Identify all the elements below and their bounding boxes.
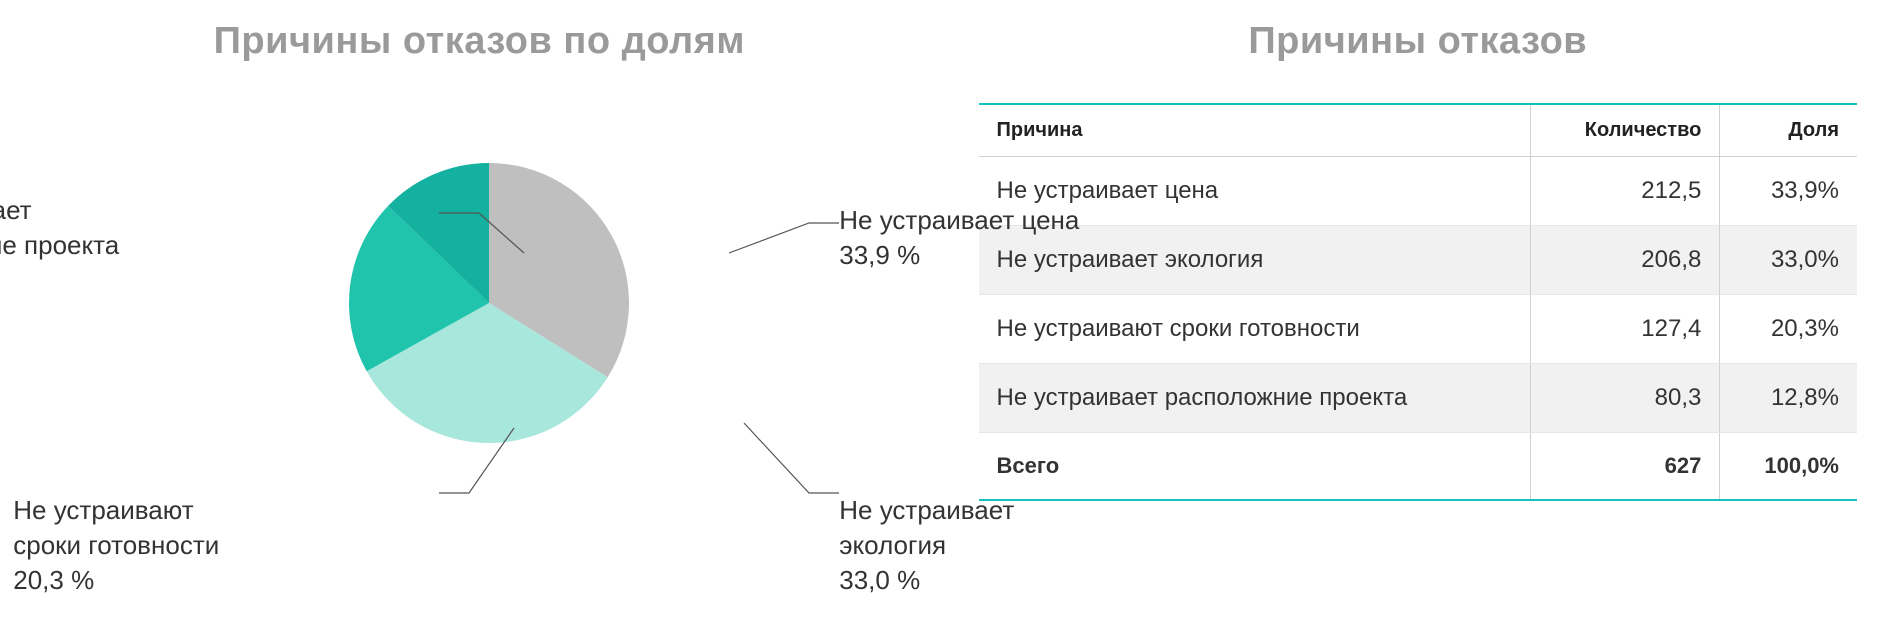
- pie-panel: Причины отказов по долям Не устраивает ц…: [40, 20, 919, 583]
- pie-leader: [744, 423, 839, 493]
- cell-count: 80,3: [1530, 364, 1720, 433]
- pie-chart: Не устраивает цена33,9 %Не устраиваетэко…: [119, 103, 839, 583]
- cell-reason: Не устраивают сроки готовности: [979, 295, 1531, 364]
- pie-label: Не устраиваютсроки готовности20,3 %: [13, 493, 219, 598]
- cell-count: 206,8: [1530, 226, 1720, 295]
- rejections-table: Причина Количество Доля Не устраивает це…: [979, 103, 1858, 501]
- cell-share: 33,9%: [1720, 157, 1857, 226]
- cell-total-share: 100,0%: [1720, 433, 1857, 501]
- cell-share: 12,8%: [1720, 364, 1857, 433]
- cell-total-label: Всего: [979, 433, 1531, 501]
- table-header-row: Причина Количество Доля: [979, 104, 1858, 157]
- table-row: Не устраивает расположние проекта80,312,…: [979, 364, 1858, 433]
- dashboard-root: Причины отказов по долям Не устраивает ц…: [40, 20, 1857, 583]
- cell-share: 33,0%: [1720, 226, 1857, 295]
- table-title: Причины отказов: [979, 20, 1858, 63]
- cell-total-count: 627: [1530, 433, 1720, 501]
- cell-share: 20,3%: [1720, 295, 1857, 364]
- col-count: Количество: [1530, 104, 1720, 157]
- cell-count: 127,4: [1530, 295, 1720, 364]
- table-row: Не устраивает экология206,833,0%: [979, 226, 1858, 295]
- pie-leader: [729, 223, 839, 253]
- pie-svg: [349, 163, 629, 443]
- col-share: Доля: [1720, 104, 1857, 157]
- table-total-row: Всего627100,0%: [979, 433, 1858, 501]
- table-row: Не устраивает цена212,533,9%: [979, 157, 1858, 226]
- cell-reason: Не устраивает расположние проекта: [979, 364, 1531, 433]
- pie-label: Не устраиваетрасположние проекта12,8 %: [0, 193, 119, 298]
- col-reason: Причина: [979, 104, 1531, 157]
- pie-label: Не устраивает цена33,9 %: [839, 203, 1079, 273]
- table-panel: Причины отказов Причина Количество Доля …: [979, 20, 1858, 501]
- table-body: Не устраивает цена212,533,9%Не устраивае…: [979, 157, 1858, 501]
- pie-title: Причины отказов по долям: [40, 20, 919, 63]
- table-row: Не устраивают сроки готовности127,420,3%: [979, 295, 1858, 364]
- pie-label: Не устраиваетэкология33,0 %: [839, 493, 1014, 598]
- cell-count: 212,5: [1530, 157, 1720, 226]
